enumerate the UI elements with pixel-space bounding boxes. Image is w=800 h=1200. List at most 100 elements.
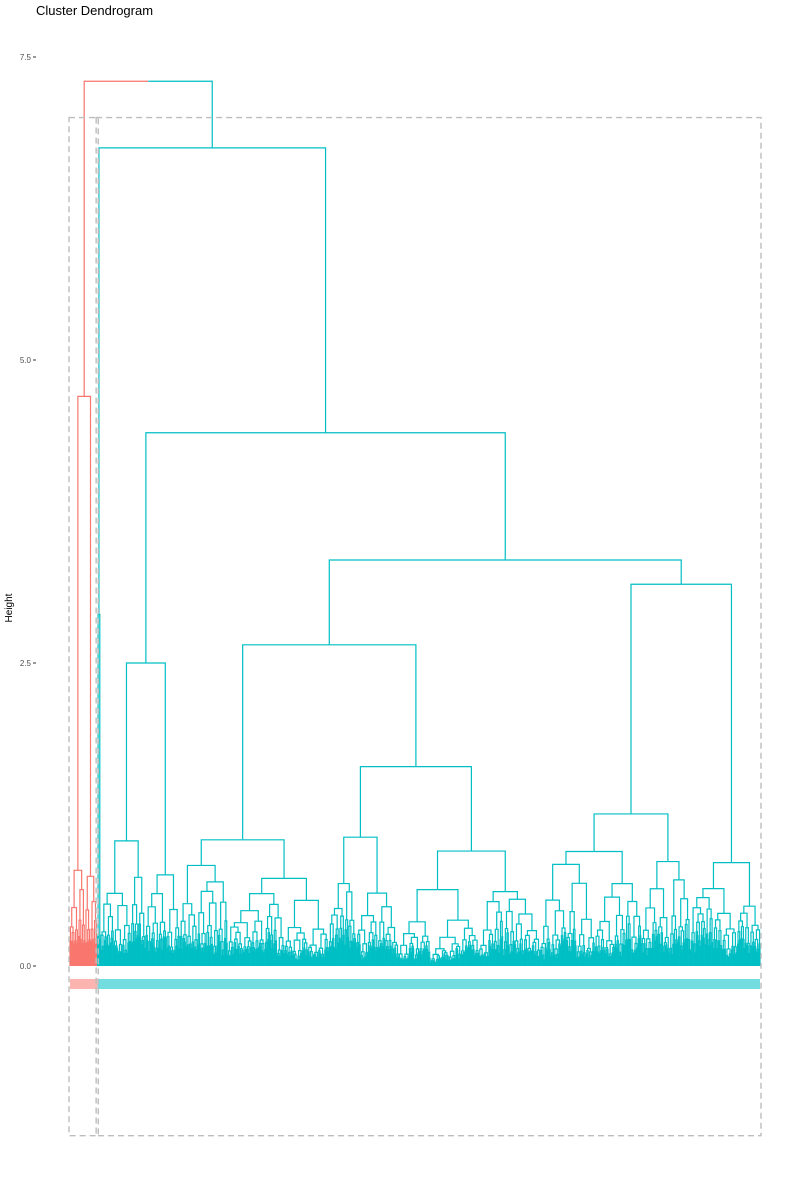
dendrogram-branch (200, 839, 285, 879)
dendrogram-branch (538, 956, 541, 966)
dendrogram-branch (643, 943, 646, 966)
dendrogram-branch (594, 950, 597, 966)
dendrogram-branch (354, 942, 357, 966)
dendrogram-branch (453, 958, 456, 966)
dendrogram-branch (79, 889, 84, 926)
dendrogram-branch (420, 941, 425, 950)
dendrogram-branch (164, 937, 167, 966)
dendrogram-branch (604, 953, 607, 966)
dendrogram-branch (565, 940, 569, 966)
dendrogram-branch (567, 932, 573, 941)
leaf-labels-cluster-2 (97, 979, 761, 989)
dendrogram-branch (286, 953, 289, 966)
dendrogram-branch (443, 953, 446, 966)
dendrogram-branch (90, 941, 93, 966)
dendrogram-branch (261, 877, 307, 901)
dendrogram-branch (369, 948, 372, 966)
dendrogram-branch (469, 944, 472, 966)
dendrogram-branch (519, 943, 522, 966)
dendrogram-branch (392, 953, 395, 966)
dendrogram-branch (288, 956, 291, 966)
dendrogram-branch (497, 952, 500, 966)
dendrogram-branch (290, 950, 293, 966)
dendrogram-branch (332, 946, 335, 966)
dendrogram-branch (598, 952, 601, 966)
leaf-labels (70, 979, 761, 989)
dendrogram-branch (525, 948, 528, 966)
dendrogram-branch (218, 941, 221, 966)
dendrogram-branch (379, 921, 385, 941)
dendrogram-branch (208, 902, 217, 931)
dendrogram-branch (76, 943, 79, 966)
dendrogram-branch (305, 955, 308, 966)
dendrogram-branch (201, 932, 206, 944)
dendrogram-branch (751, 924, 759, 933)
dendrogram-branch (77, 395, 92, 877)
dendrogram-branch (172, 952, 175, 966)
dendrogram-branch (649, 888, 665, 918)
dendrogram-branch (489, 945, 492, 966)
dendrogram-branch (78, 935, 81, 966)
dendrogram-branch (255, 948, 258, 966)
dendrogram-branch (400, 944, 408, 955)
dendrogram-branch (502, 955, 505, 966)
dendrogram-branch (83, 940, 86, 966)
dendrogram-branch (713, 927, 718, 941)
dendrogram-branch (312, 954, 315, 966)
dendrogram-branch (720, 948, 723, 966)
dendrogram-branch (641, 938, 646, 944)
dendrogram-branch (690, 950, 693, 966)
dendrogram-branch (508, 953, 512, 966)
dendrogram-branch (405, 959, 408, 966)
dendrogram-branch (420, 954, 423, 966)
y-tick-label: 2.5 (20, 659, 32, 668)
dendrogram-branch (673, 879, 685, 917)
dendrogram-branch (619, 955, 622, 966)
dendrogram-branch (493, 940, 497, 951)
dendrogram-branch (746, 945, 749, 966)
y-axis: 0.0 2.5 5.0 7.5 (20, 53, 36, 971)
dendrogram-branch (478, 955, 481, 966)
dendrogram-branch (173, 950, 176, 966)
dendrogram-branch (446, 955, 449, 966)
dendrogram-branch (528, 951, 531, 966)
dendrogram-branch (523, 949, 526, 966)
dendrogram-branch (537, 949, 540, 957)
y-tick-label: 5.0 (20, 356, 32, 365)
dendrogram-branch (158, 947, 161, 966)
dendrogram-branch (590, 955, 593, 966)
dendrogram-branch (711, 942, 714, 966)
dendrogram-branch (745, 927, 749, 944)
dendrogram-branch (742, 947, 746, 966)
dendrogram-branch (69, 941, 72, 966)
dendrogram-branch (180, 920, 186, 937)
dendrogram-branch (722, 939, 726, 950)
dendrogram-branch (398, 957, 401, 966)
dendrogram-branch (515, 953, 518, 966)
dendrogram-branch (433, 962, 436, 966)
dendrogram-branch (204, 942, 207, 966)
dendrogram-tree (69, 80, 761, 966)
dendrogram-branch (122, 953, 126, 966)
dendrogram-branch (702, 937, 705, 966)
dendrogram-branch (755, 951, 759, 966)
dendrogram-branch (389, 945, 392, 966)
dendrogram-branch (677, 942, 680, 966)
dendrogram-branch (435, 961, 438, 966)
dendrogram-branch (648, 948, 651, 966)
dendrogram-branch (480, 956, 483, 966)
dendrogram-branch (271, 948, 274, 966)
dendrogram-branch (483, 956, 486, 966)
dendrogram-branch (622, 932, 626, 946)
dendrogram-branch (214, 930, 218, 947)
dendrogram-branch (674, 943, 677, 966)
dendrogram-branch (207, 945, 210, 966)
dendrogram-branch (627, 938, 630, 966)
dendrogram-branch (693, 952, 696, 966)
dendrogram-branch (744, 942, 747, 966)
dendrogram-branch (540, 949, 543, 966)
dendrogram-branch (156, 874, 175, 910)
dendrogram-branch (726, 956, 729, 966)
dendrogram-branch (616, 947, 619, 966)
dendrogram-branch (630, 583, 733, 863)
